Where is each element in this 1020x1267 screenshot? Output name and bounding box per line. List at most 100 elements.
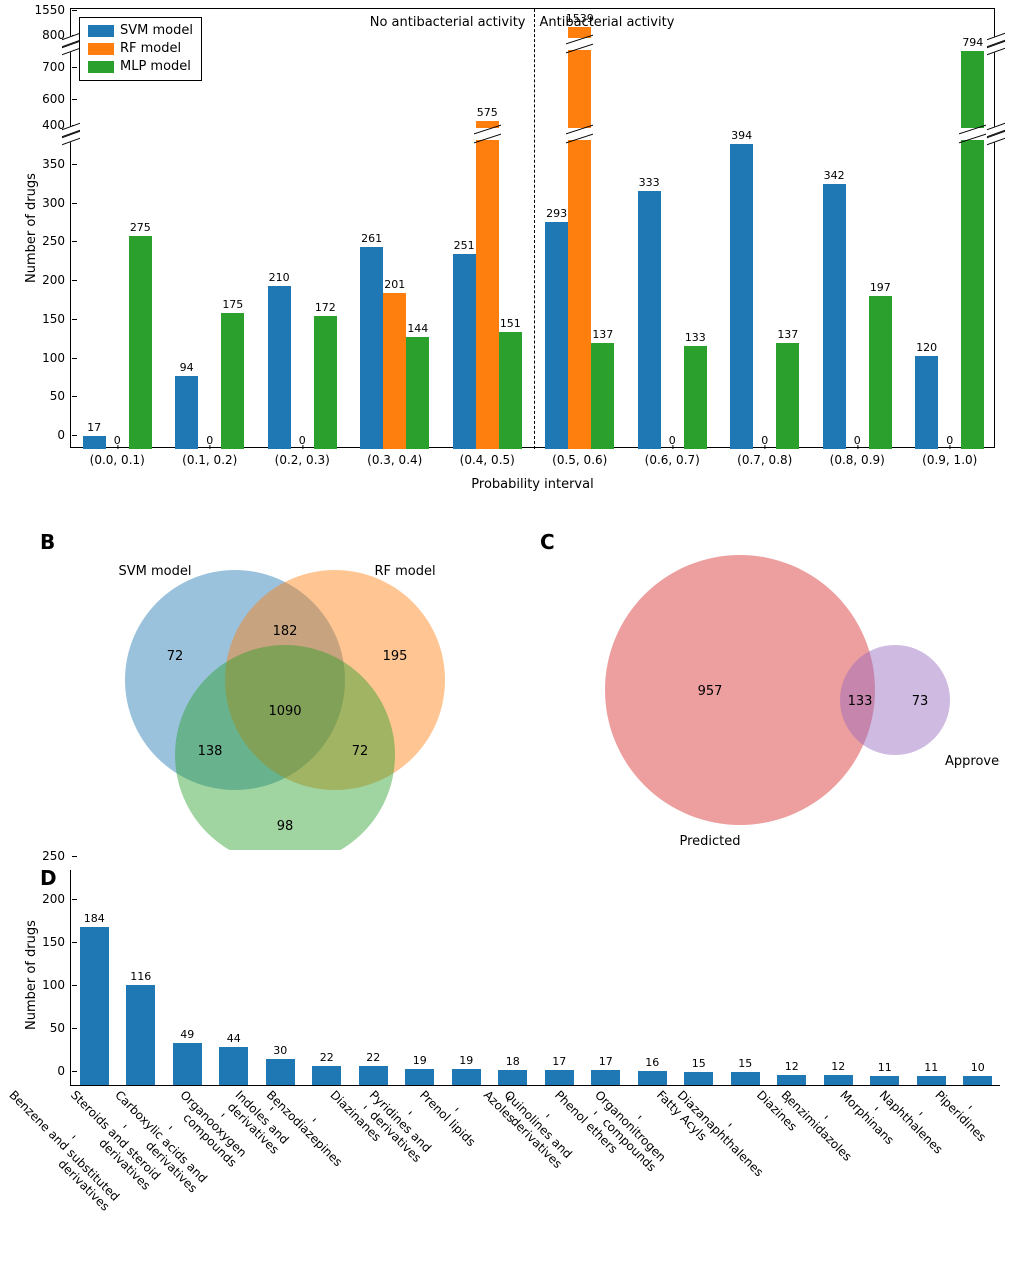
panel-a-bar-label: 201 xyxy=(384,278,405,293)
panel-d-bar: 18 xyxy=(498,1070,527,1085)
panel-a-xtick: (0.1, 0.2) xyxy=(182,449,237,467)
panel-a-ytick: 800 xyxy=(25,28,71,42)
panel-d-bar: 116 xyxy=(126,985,155,1085)
panel-a-bar-label: 94 xyxy=(180,361,194,376)
panel-d-bar: 22 xyxy=(312,1066,341,1085)
panel-a-bar: 201 xyxy=(383,293,406,449)
panel-d-bar: 30 xyxy=(266,1059,295,1085)
panel-d-bar-label: 30 xyxy=(273,1044,287,1059)
panel-a-ytick: 0 xyxy=(25,428,71,442)
panel-d-bar-label: 10 xyxy=(971,1061,985,1076)
panel-d-bar: 15 xyxy=(731,1072,760,1085)
panel-a-bar-label: 251 xyxy=(454,239,475,254)
panel-a-bar-label: 151 xyxy=(500,317,521,332)
panel-a-region-right: Antibacterial activity xyxy=(540,15,675,30)
panel-d-bar-label: 17 xyxy=(552,1055,566,1070)
panel-a-legend: SVM modelRF modelMLP model xyxy=(79,17,202,81)
panel-d-bar-label: 22 xyxy=(320,1051,334,1066)
venn-b-svg: SVM modelRF modelMLP model72195981821387… xyxy=(60,530,500,850)
panel-a-bar-label: 0 xyxy=(669,434,676,449)
panel-d-ytick: 0 xyxy=(27,1064,71,1078)
panel-a-ytick: 1550 xyxy=(25,3,71,17)
panel-d-bar: 17 xyxy=(545,1070,574,1085)
panel-a-ytick: 100 xyxy=(25,351,71,365)
panel-a-bar: 261 xyxy=(360,247,383,449)
panel-d-bar-label: 184 xyxy=(84,912,105,927)
panel-a-xtick: (0.3, 0.4) xyxy=(367,449,422,467)
panel-a-ytick: 50 xyxy=(25,389,71,403)
panel-d-bar: 12 xyxy=(777,1075,806,1085)
panel-d-bar: 44 xyxy=(219,1047,248,1085)
panel-a-ytick: 350 xyxy=(25,157,71,171)
venn-title-rf: RF model xyxy=(374,564,435,579)
panel-a-bar-label: 144 xyxy=(407,322,428,337)
panel-d-bar: 17 xyxy=(591,1070,620,1085)
panel-a-bar-label: 0 xyxy=(761,434,768,449)
venn-count: 98 xyxy=(277,819,294,834)
panel-d-bar: 184 xyxy=(80,927,109,1085)
panel-a-bar-label: 0 xyxy=(114,434,121,449)
panel-a-bar-label: 293 xyxy=(546,207,567,222)
panel-d-label: D xyxy=(40,866,57,890)
panel-a-xtick: (0.5, 0.6) xyxy=(552,449,607,467)
legend-item: SVM model xyxy=(88,22,193,40)
panel-a-bar-label: 575 xyxy=(477,106,498,121)
panel-d-ytick: 200 xyxy=(27,892,71,906)
panel-d-bar: 11 xyxy=(917,1076,946,1085)
panel-a-bar-label: 197 xyxy=(870,281,891,296)
panel-a-xtick: (0.7, 0.8) xyxy=(737,449,792,467)
panel-a-xtick: (0.9, 1.0) xyxy=(922,449,977,467)
panel-a-bar: 137 xyxy=(776,343,799,449)
panel-a-bar: 342 xyxy=(823,184,846,449)
panel-d-bar-label: 12 xyxy=(785,1060,799,1075)
panel-a-bar: 394 xyxy=(730,144,753,449)
panel-a-ytick: 150 xyxy=(25,312,71,326)
venn-title-pred: Predicted xyxy=(679,834,740,849)
panel-a-bar-label: 172 xyxy=(315,301,336,316)
panel-d-bar-label: 15 xyxy=(692,1057,706,1072)
panel-d-bar: 16 xyxy=(638,1071,667,1085)
panel-a-bar-label: 0 xyxy=(854,434,861,449)
panel-a-bar: 17 xyxy=(83,436,106,449)
panel-a-bar: 293 xyxy=(545,222,568,449)
panel-d-bar: 19 xyxy=(452,1069,481,1085)
panel-d-xtick: Piperidines xyxy=(932,1085,991,1144)
venn-count: 957 xyxy=(698,684,723,699)
panel-d-bar-label: 19 xyxy=(413,1054,427,1069)
panel-a-bar-label: 0 xyxy=(946,434,953,449)
panel-d-bar-label: 16 xyxy=(645,1056,659,1071)
panel-d-bar-label: 11 xyxy=(878,1061,892,1076)
panel-d-plot: 050100150200250184Benzene and substitute… xyxy=(70,870,1000,1086)
panel-a-bar: 133 xyxy=(684,346,707,449)
panel-a-ytick: 700 xyxy=(25,60,71,74)
panel-b-label: B xyxy=(40,530,55,554)
panel-a-bar: 175 xyxy=(221,313,244,449)
panel-c: 95713373PredictedApproved xyxy=(540,530,1000,850)
panel-d-bar-label: 18 xyxy=(506,1055,520,1070)
panel-d-ytick: 250 xyxy=(27,849,71,863)
panel-b: SVM modelRF modelMLP model72195981821387… xyxy=(60,530,500,850)
panel-a-bar: 1539 xyxy=(568,27,591,449)
panel-d-bar-label: 12 xyxy=(831,1060,845,1075)
panel-a-bar-label: 120 xyxy=(916,341,937,356)
panel-d-bar-label: 44 xyxy=(227,1032,241,1047)
panel-a-bar-label: 342 xyxy=(824,169,845,184)
panel-a-bar: 333 xyxy=(638,191,661,449)
panel-d-bar: 10 xyxy=(963,1076,992,1085)
venn-count: 1090 xyxy=(268,704,301,719)
panel-a-bar: 137 xyxy=(591,343,614,449)
panel-a-bar: 151 xyxy=(499,332,522,449)
panel-a-bar: 794 xyxy=(961,51,984,449)
panel-d-ylabel: Number of drugs xyxy=(24,920,39,1030)
panel-a-ytick: 1600 xyxy=(25,0,71,2)
panel-d-bar: 19 xyxy=(405,1069,434,1085)
panel-a-bar-label: 0 xyxy=(206,434,213,449)
venn-count: 72 xyxy=(167,649,184,664)
venn-title-svm: SVM model xyxy=(119,564,192,579)
panel-a-bar-label: 133 xyxy=(685,331,706,346)
panel-a-bar: 197 xyxy=(869,296,892,449)
panel-a-bar-label: 17 xyxy=(87,421,101,436)
panel-a-bar: 172 xyxy=(314,316,337,449)
panel-a-bar: 120 xyxy=(915,356,938,449)
panel-a-bar: 251 xyxy=(453,254,476,449)
